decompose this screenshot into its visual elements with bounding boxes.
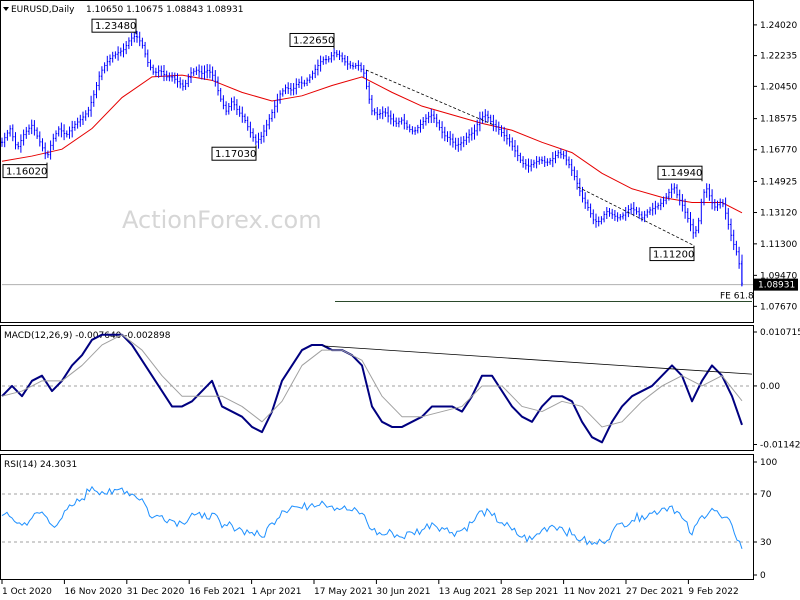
rsi-y-tick-label: 0 [760, 571, 766, 581]
macd-y-tick-label: 0.00 [760, 382, 780, 392]
y-tick-label: 1.13120 [760, 209, 797, 219]
rsi-y-tick-label: 70 [760, 490, 772, 500]
x-tick-label: 17 May 2021 [314, 587, 373, 597]
macd-y-tick-label: -0.011424 [760, 440, 800, 450]
y-tick-label: 1.09470 [760, 271, 797, 281]
annotation-box [289, 32, 335, 47]
y-tick-label: 1.18575 [760, 115, 797, 125]
trendline [365, 69, 495, 126]
x-tick-label: 27 Dec 2021 [626, 587, 684, 597]
watermark: ActionForex.com [122, 206, 322, 234]
price-title: EURUSD,Daily [11, 5, 75, 15]
annotation-label: 1.14940 [661, 168, 702, 179]
price-panel-frame [0, 0, 754, 323]
macd-line [1, 333, 743, 444]
macd-signal-line [1, 334, 743, 428]
x-tick-label: 11 Nov 2021 [564, 587, 622, 597]
trendline [577, 186, 695, 246]
rsi-y-tick-label: 100 [760, 458, 777, 468]
ohlc-header: 1.10650 1.10675 1.08843 1.08931 [86, 5, 243, 15]
annotation-box [649, 247, 695, 262]
rsi-title: RSI(14) 24.3031 [4, 460, 77, 470]
x-tick-label: 28 Sep 2021 [501, 587, 558, 597]
annotation-label: 1.16020 [6, 167, 47, 178]
annotation-box [211, 146, 257, 161]
x-tick-label: 1 Apr 2021 [252, 587, 302, 597]
annotation-label: 1.23480 [95, 21, 136, 32]
x-tick-label: 1 Oct 2020 [2, 587, 52, 597]
x-tick-label: 31 Dec 2020 [127, 587, 185, 597]
rsi-panel-frame [0, 454, 754, 580]
y-tick-label: 1.07670 [760, 302, 797, 312]
macd-title: MACD(12,26,9) -0.007640 -0.002898 [4, 331, 171, 341]
annotation-box [91, 18, 137, 33]
fe-level-label: FE 61.8 [720, 292, 754, 302]
rsi-line [1, 485, 743, 549]
macd-y-tick-label: 0.010715 [760, 328, 800, 338]
y-tick-label: 1.24020 [760, 21, 797, 31]
ma-line [1, 74, 743, 214]
macd-panel-frame [0, 325, 754, 451]
y-tick-label: 1.20450 [760, 82, 797, 92]
annotation-label: 1.22650 [293, 35, 334, 46]
annotation-label: 1.17030 [215, 149, 256, 160]
x-tick-label: 16 Feb 2021 [189, 587, 245, 597]
current-price-box [754, 278, 798, 291]
rsi-y-tick-label: 30 [760, 538, 772, 548]
y-tick-label: 1.14925 [760, 177, 797, 187]
current-price-label: 1.08931 [758, 281, 795, 291]
macd-trendline [323, 345, 753, 375]
x-tick-label: 9 Feb 2022 [688, 587, 738, 597]
annotation-label: 1.11200 [653, 250, 694, 261]
x-tick-label: 16 Nov 2020 [64, 587, 122, 597]
annotation-box [657, 165, 703, 180]
x-tick-label: 30 Jun 2021 [376, 587, 430, 597]
annotation-box [2, 164, 48, 179]
x-tick-label: 13 Aug 2021 [439, 587, 497, 597]
y-tick-label: 1.22235 [760, 52, 797, 62]
y-tick-label: 1.16770 [760, 146, 797, 156]
y-tick-label: 1.11300 [760, 240, 797, 250]
price-title-icon [3, 7, 9, 11]
